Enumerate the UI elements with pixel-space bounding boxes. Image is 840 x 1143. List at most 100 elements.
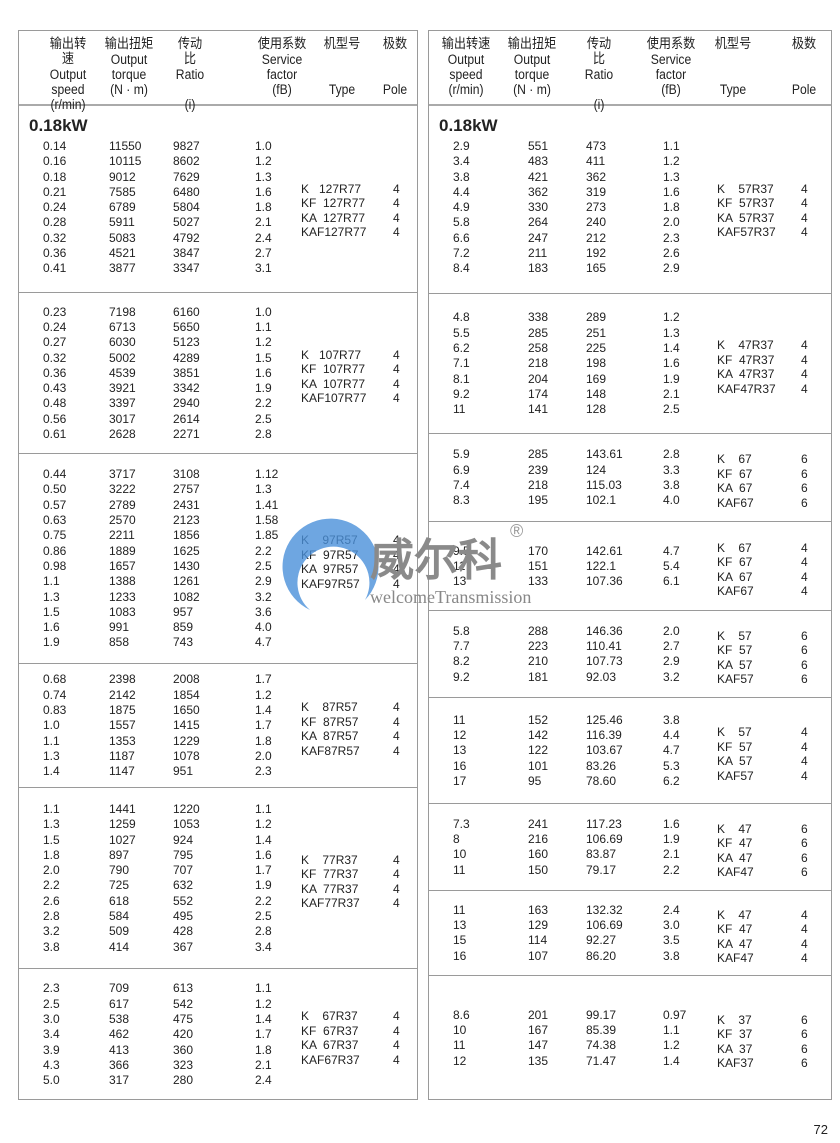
service-factor-cell: 2.2: [255, 396, 272, 411]
service-factor-cell: 1.58: [255, 513, 279, 528]
ratio-cell: 92.03: [586, 669, 617, 684]
speed-cell: 11: [453, 902, 466, 917]
ratio-cell: 957: [173, 604, 194, 619]
torque-cell: 413: [109, 1042, 130, 1057]
pole-value: 4: [393, 362, 400, 376]
ratio-cell: 106.69: [586, 918, 623, 933]
type-block: K 77R37 4 KF 77R37 4 KA 77R37 4 KAF77R37 4: [301, 853, 405, 911]
table-row: 2.9 551 473 1.1: [429, 139, 831, 154]
torque-cell: 10115: [109, 154, 142, 169]
torque-cell: 147: [528, 1038, 549, 1053]
pole-value: 4: [801, 338, 808, 352]
pole-value: 4: [801, 367, 808, 381]
torque-cell: 1557: [109, 718, 136, 733]
torque-cell: 216: [528, 832, 549, 847]
pole-value: 4: [801, 555, 808, 569]
service-factor-cell: 1.4: [255, 832, 272, 847]
ratio-cell: 148: [586, 386, 607, 401]
speed-cell: 12: [453, 1053, 467, 1068]
ratio-cell: 79.17: [586, 862, 617, 877]
service-factor-cell: 3.8: [663, 477, 680, 492]
column-header: 极数 Pole: [789, 36, 820, 97]
service-factor-cell: 1.2: [255, 154, 272, 169]
ratio-cell: 420: [173, 1027, 194, 1042]
table-row: 0.23 7198 6160 1.0: [19, 305, 417, 320]
header-cn: 使用系数: [257, 36, 307, 51]
service-factor-cell: 1.6: [255, 184, 272, 199]
ratio-cell: 473: [586, 139, 607, 153]
ratio-cell: 428: [173, 924, 194, 939]
torque-cell: 7198: [109, 304, 136, 319]
type-label: KAF57: [717, 768, 754, 783]
ratio-cell: 143.61: [586, 447, 623, 462]
model-group: 11 163 132.32 2.4 13 129 106.69 3.0 15 114 92.27 3.…: [429, 891, 831, 976]
column-header: 使用系数 Service factor (fB): [255, 36, 309, 97]
speed-cell: 3.9: [43, 1042, 60, 1057]
service-factor-cell: 2.4: [255, 230, 272, 245]
torque-cell: 129: [528, 918, 549, 933]
torque-cell: 247: [528, 230, 549, 245]
power-heading: 0.18kW: [439, 116, 498, 135]
pole-value: 4: [393, 562, 400, 576]
pole-value: 6: [801, 1012, 808, 1027]
model-group: 5.8 288 146.36 2.0 7.7 223 110.41 2.7 8.2 210 107.…: [429, 611, 831, 698]
type-label: KA 57R37: [717, 210, 775, 225]
torque-cell: 114: [528, 933, 548, 948]
speed-cell: 13: [453, 743, 467, 758]
pole-value: 4: [393, 533, 400, 547]
pole-value: 4: [393, 714, 400, 729]
ratio-cell: 1229: [173, 733, 200, 748]
type-label: K 127R77: [301, 181, 362, 196]
table-row: 3.0 538 475 1.4: [19, 1012, 417, 1027]
table-row: 0.50 3222 2757 1.3: [19, 482, 417, 497]
table-row: 13 122 103.67 4.7: [429, 743, 831, 758]
right-table: 输出转速 Output speed (r/min) 输出扭矩 Output torqu…: [428, 30, 832, 1100]
speed-cell: 1.3: [43, 817, 60, 832]
pole-value: 4: [393, 867, 400, 881]
speed-cell: 1.6: [43, 620, 60, 635]
table-row: 1.3 1187 1078 2.0: [19, 749, 417, 764]
ratio-cell: 360: [173, 1042, 194, 1057]
service-factor-cell: 3.2: [663, 669, 680, 684]
table-row: 5.0 317 280 2.4: [19, 1073, 417, 1088]
header-en: Output torque (N · m): [513, 52, 551, 97]
table-row: 0.75 2211 1856 1.85: [19, 528, 417, 543]
speed-cell: 9.5: [453, 543, 470, 558]
ratio-cell: 5027: [173, 215, 200, 230]
table-row: 5.8 264 240 2.0: [429, 215, 831, 230]
table-row: 6.6 247 212 2.3: [429, 231, 831, 246]
type-label: KA 37: [717, 1041, 753, 1056]
table-row: 1.5 1083 957 3.6: [19, 605, 417, 620]
speed-cell: 0.24: [43, 319, 67, 334]
model-group: 0.23 7198 6160 1.0 0.24 6713 5650 1.1 0.27 6030 51…: [19, 293, 417, 454]
type-label: KF 47R37: [717, 352, 775, 367]
speed-cell: 16: [453, 948, 467, 963]
service-factor-cell: 4.7: [255, 635, 272, 650]
service-factor-cell: 1.6: [663, 816, 680, 831]
ratio-cell: 495: [173, 909, 194, 924]
service-factor-cell: 1.6: [663, 184, 680, 199]
header-cn: 机型号: [323, 36, 361, 51]
column-header: 输出转速 Output speed (r/min): [440, 36, 492, 97]
speed-cell: 1.5: [43, 832, 60, 847]
torque-cell: 3717: [109, 467, 136, 482]
type-label: K 87R57: [301, 700, 358, 714]
type-label: KF 87R57: [301, 714, 359, 729]
type-label: KF 67R37: [301, 1023, 359, 1038]
table-row: 0.24 6789 5804 1.8: [19, 200, 417, 215]
ratio-cell: 2431: [173, 497, 200, 512]
speed-cell: 0.36: [43, 365, 67, 380]
header-cn: 输出转速: [49, 36, 87, 66]
service-factor-cell: 3.2: [255, 589, 272, 604]
torque-cell: 135: [528, 1053, 549, 1068]
header-en: Pole: [382, 82, 408, 97]
service-factor-cell: 4.0: [255, 620, 272, 635]
speed-cell: 7.7: [453, 639, 470, 654]
ratio-cell: 280: [173, 1073, 194, 1088]
torque-cell: 174: [528, 386, 549, 401]
table-row: 3.8 414 367 3.4: [19, 940, 417, 955]
service-factor-cell: 1.0: [255, 139, 272, 153]
pole-value: 4: [393, 1009, 400, 1023]
speed-cell: 8: [453, 832, 460, 847]
speed-cell: 7.2: [453, 246, 470, 261]
